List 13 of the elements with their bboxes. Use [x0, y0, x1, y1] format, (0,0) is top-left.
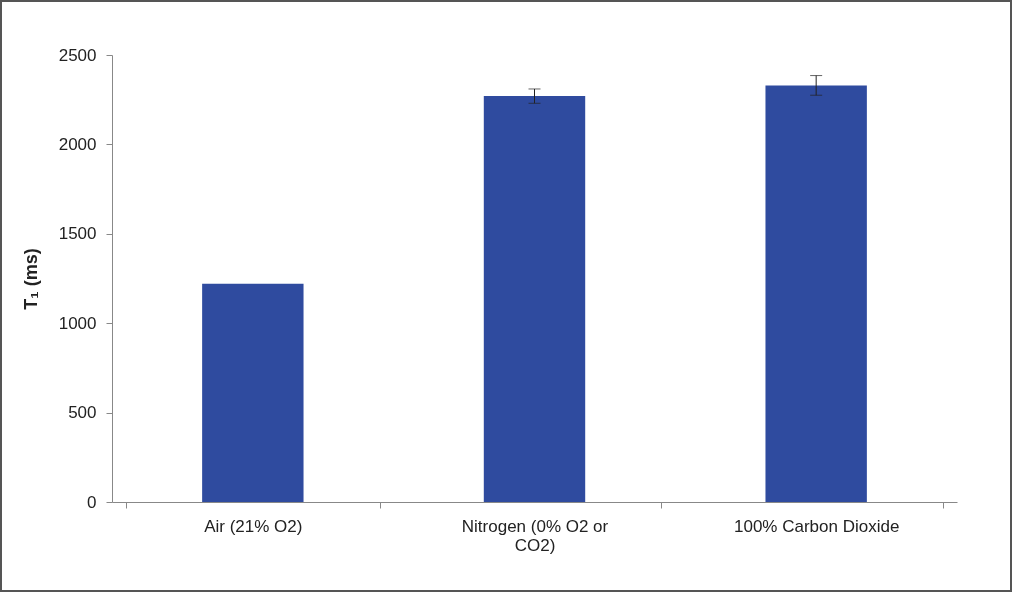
- y-axis-title: T₁ (ms): [20, 248, 41, 310]
- y-tick-label: 2500: [58, 45, 97, 65]
- y-tick-label: 0: [87, 492, 97, 512]
- bar: [765, 85, 867, 502]
- y-tick-label: 2000: [58, 134, 97, 154]
- y-tick-label: 500: [68, 403, 97, 423]
- x-tick-label: 100% Carbon Dioxide: [733, 516, 900, 536]
- x-tick-label: Nitrogen (0% O2 or CO2): [461, 516, 609, 555]
- bar: [483, 96, 586, 502]
- y-tick-label: 1500: [58, 224, 97, 244]
- x-tick-label: Air (21% O2): [204, 516, 303, 536]
- bar: [202, 283, 304, 502]
- y-tick-label: 1000: [58, 313, 97, 333]
